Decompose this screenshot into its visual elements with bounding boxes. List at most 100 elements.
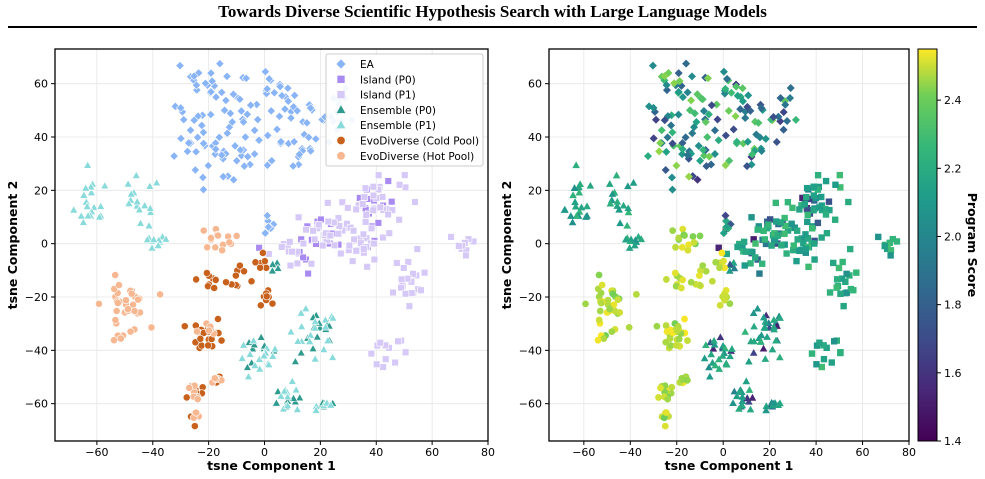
data-point bbox=[733, 392, 741, 400]
data-point bbox=[229, 175, 239, 185]
data-point bbox=[657, 384, 664, 392]
data-point bbox=[710, 336, 718, 344]
data-point bbox=[704, 110, 713, 119]
data-point bbox=[256, 301, 265, 310]
data-point bbox=[283, 83, 293, 93]
data-point bbox=[249, 336, 259, 345]
data-point bbox=[655, 394, 662, 401]
data-point bbox=[145, 203, 155, 212]
data-point bbox=[206, 68, 216, 78]
data-point bbox=[611, 307, 619, 315]
data-point bbox=[739, 244, 746, 251]
data-point bbox=[280, 104, 290, 114]
data-point bbox=[259, 249, 267, 257]
data-point bbox=[656, 138, 665, 147]
legend-label: EvoDiverse (Cold Pool) bbox=[360, 136, 479, 148]
data-point bbox=[299, 253, 307, 262]
data-point bbox=[268, 299, 277, 308]
data-point bbox=[310, 323, 320, 332]
data-point bbox=[668, 383, 676, 391]
x-tick-label: −40 bbox=[619, 446, 642, 459]
x-tick-label: −60 bbox=[572, 446, 595, 459]
data-point bbox=[197, 341, 206, 350]
legend-marker bbox=[337, 136, 345, 145]
data-point bbox=[124, 305, 132, 313]
data-point bbox=[796, 206, 803, 213]
y-tick-label: 20 bbox=[528, 184, 542, 197]
data-point bbox=[286, 113, 296, 123]
data-point bbox=[889, 235, 897, 243]
data-point bbox=[893, 238, 901, 245]
data-point bbox=[218, 246, 226, 255]
data-point bbox=[272, 124, 282, 135]
data-point bbox=[747, 248, 754, 255]
data-point bbox=[140, 200, 150, 209]
data-point bbox=[256, 263, 264, 272]
data-point bbox=[723, 74, 732, 83]
data-point bbox=[732, 137, 741, 146]
data-point bbox=[836, 171, 844, 179]
data-point bbox=[699, 145, 708, 154]
data-point bbox=[132, 197, 142, 206]
data-point bbox=[678, 145, 687, 154]
data-point bbox=[831, 216, 839, 223]
data-point bbox=[779, 108, 788, 117]
data-point bbox=[131, 170, 141, 179]
data-point bbox=[662, 147, 671, 156]
data-point bbox=[286, 327, 296, 336]
data-point bbox=[838, 275, 846, 282]
data-point bbox=[723, 250, 730, 258]
data-point bbox=[608, 328, 616, 335]
data-point bbox=[678, 150, 687, 159]
data-point bbox=[134, 295, 142, 304]
data-point bbox=[845, 198, 852, 206]
data-point bbox=[401, 290, 410, 298]
data-point bbox=[776, 353, 784, 361]
data-point bbox=[816, 204, 823, 211]
data-point bbox=[710, 150, 719, 159]
data-point bbox=[657, 126, 666, 135]
data-point bbox=[207, 76, 217, 86]
data-point bbox=[206, 109, 216, 120]
data-point bbox=[606, 199, 615, 207]
data-point bbox=[211, 144, 221, 154]
data-point bbox=[302, 118, 312, 128]
data-point bbox=[742, 377, 751, 385]
data-point bbox=[180, 322, 189, 331]
data-point bbox=[232, 232, 241, 240]
data-point bbox=[582, 213, 590, 220]
data-point bbox=[147, 243, 157, 252]
data-point bbox=[605, 180, 614, 187]
data-point bbox=[720, 257, 727, 265]
data-point bbox=[755, 133, 764, 142]
x-tick-label: −60 bbox=[85, 446, 108, 459]
data-point bbox=[818, 193, 825, 201]
colorbar-label: Program Score bbox=[965, 193, 980, 297]
data-point bbox=[689, 233, 697, 240]
data-point bbox=[625, 244, 634, 251]
data-point bbox=[699, 106, 708, 115]
data-point bbox=[582, 300, 589, 308]
data-point bbox=[745, 397, 753, 405]
data-point bbox=[832, 181, 839, 188]
data-point bbox=[214, 231, 222, 240]
data-point bbox=[225, 238, 234, 247]
data-point bbox=[716, 301, 724, 309]
data-point bbox=[388, 198, 396, 206]
data-point bbox=[660, 414, 668, 422]
data-point bbox=[69, 205, 79, 214]
data-point bbox=[776, 94, 785, 103]
data-point bbox=[391, 358, 399, 367]
colorbar-tick-label: 1.8 bbox=[944, 299, 962, 312]
data-point bbox=[247, 277, 256, 286]
data-point bbox=[262, 160, 273, 170]
data-point bbox=[127, 289, 136, 298]
data-point bbox=[672, 161, 681, 170]
data-point bbox=[376, 203, 384, 212]
data-point bbox=[661, 422, 669, 430]
data-point bbox=[625, 324, 633, 331]
data-point bbox=[243, 152, 253, 162]
legend-marker bbox=[336, 105, 346, 114]
figure-title: Towards Diverse Scientific Hypothesis Se… bbox=[218, 2, 767, 21]
data-point bbox=[613, 197, 622, 205]
